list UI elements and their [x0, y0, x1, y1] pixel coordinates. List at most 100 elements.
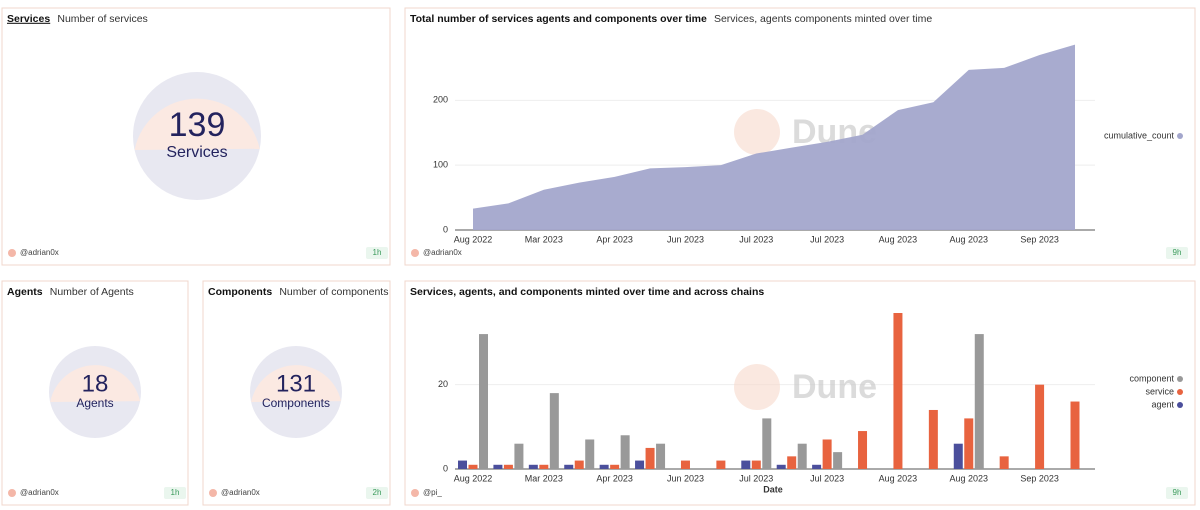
bar — [458, 460, 467, 469]
avatar — [411, 489, 419, 497]
counter-accent — [50, 365, 141, 403]
bar — [776, 464, 786, 469]
bar — [928, 409, 938, 469]
y-tick-label: 200 — [433, 95, 448, 105]
x-tick-label: Mar 2023 — [525, 234, 563, 244]
x-tick-label: Aug 2022 — [454, 473, 493, 483]
bar — [858, 431, 868, 469]
watermark: Dune — [792, 368, 877, 406]
panel-subtitle: Services, agents components minted over … — [714, 13, 932, 25]
age-badge — [366, 487, 388, 499]
bar — [974, 334, 984, 469]
legend-label: cumulative_count — [1104, 130, 1175, 140]
counter-label: Services — [166, 144, 227, 161]
bar — [645, 447, 655, 469]
x-axis-label: Date — [763, 484, 783, 494]
bar — [741, 460, 751, 469]
x-tick-label: Jun 2023 — [667, 473, 704, 483]
age: 9h — [1173, 248, 1182, 257]
age-badge — [164, 487, 186, 499]
x-tick-label: Aug 2023 — [949, 234, 988, 244]
counter-value: 18 — [82, 371, 109, 398]
bar — [751, 460, 761, 469]
panel-title: Agents — [7, 286, 43, 298]
age-badge — [1166, 247, 1188, 259]
bar — [468, 464, 478, 469]
age-badge — [1166, 487, 1188, 499]
bar — [680, 460, 690, 469]
x-tick-label: Jul 2023 — [739, 473, 773, 483]
bar — [1070, 401, 1080, 469]
bar — [493, 464, 503, 469]
bar — [762, 418, 772, 469]
panel-subtitle: Number of Agents — [50, 286, 134, 298]
panel-subtitle: Number of services — [57, 13, 147, 25]
bar — [787, 456, 797, 469]
panel-title: Services — [7, 13, 50, 25]
panel-subtitle: Number of components — [279, 286, 388, 298]
panel-title: Total number of services agents and comp… — [410, 13, 707, 25]
bar — [822, 439, 832, 469]
bar — [1035, 384, 1045, 469]
legend-swatch — [1177, 389, 1183, 395]
bar — [620, 435, 630, 469]
bar — [635, 460, 645, 469]
y-tick-label: 20 — [438, 379, 448, 389]
author: @adrian0x — [20, 488, 59, 497]
x-tick-label: Jul 2023 — [810, 234, 844, 244]
age: 1h — [373, 248, 382, 257]
bar — [833, 452, 843, 469]
y-tick-label: 100 — [433, 160, 448, 170]
counter-accent — [251, 365, 342, 403]
x-tick-label: Aug 2023 — [879, 473, 918, 483]
counter-label: Agents — [76, 396, 113, 410]
x-tick-label: Aug 2023 — [879, 234, 918, 244]
bar — [574, 460, 584, 469]
counter-accent — [134, 98, 260, 150]
watermark-logo — [734, 109, 780, 155]
avatar — [8, 249, 16, 257]
bar — [893, 313, 903, 469]
bar — [514, 443, 524, 469]
avatar — [8, 489, 16, 497]
bar — [656, 443, 666, 469]
legend-label: component — [1129, 373, 1174, 383]
bar — [503, 464, 513, 469]
counter-value: 139 — [169, 106, 226, 144]
counter-value: 131 — [276, 371, 316, 398]
y-tick-label: 0 — [443, 463, 448, 473]
bar — [953, 443, 963, 469]
age: 2h — [373, 488, 382, 497]
y-tick-label: 0 — [443, 224, 448, 234]
panel-title: Components — [208, 286, 272, 298]
author: @adrian0x — [423, 248, 462, 257]
age: 1h — [171, 488, 180, 497]
bar — [528, 464, 538, 469]
bar — [610, 464, 620, 469]
x-tick-label: Aug 2023 — [949, 473, 988, 483]
legend-swatch — [1177, 376, 1183, 382]
x-tick-label: Apr 2023 — [596, 473, 633, 483]
legend-swatch — [1177, 402, 1183, 408]
bar — [716, 460, 726, 469]
bar — [564, 464, 574, 469]
x-tick-label: Jul 2023 — [739, 234, 773, 244]
x-tick-label: Jul 2023 — [810, 473, 844, 483]
avatar — [411, 249, 419, 257]
legend-swatch — [1177, 133, 1183, 139]
legend-label: service — [1145, 386, 1174, 396]
bar — [585, 439, 595, 469]
watermark-logo — [734, 364, 780, 410]
bar — [999, 456, 1009, 469]
author: @adrian0x — [20, 248, 59, 257]
counter-label: Components — [262, 396, 330, 410]
area — [473, 44, 1075, 230]
author: @pi_ — [423, 488, 442, 497]
x-tick-label: Sep 2023 — [1020, 234, 1059, 244]
bar — [812, 464, 822, 469]
x-tick-label: Mar 2023 — [525, 473, 563, 483]
legend-label: agent — [1151, 399, 1174, 409]
x-tick-label: Apr 2023 — [596, 234, 633, 244]
age-badge — [366, 247, 388, 259]
